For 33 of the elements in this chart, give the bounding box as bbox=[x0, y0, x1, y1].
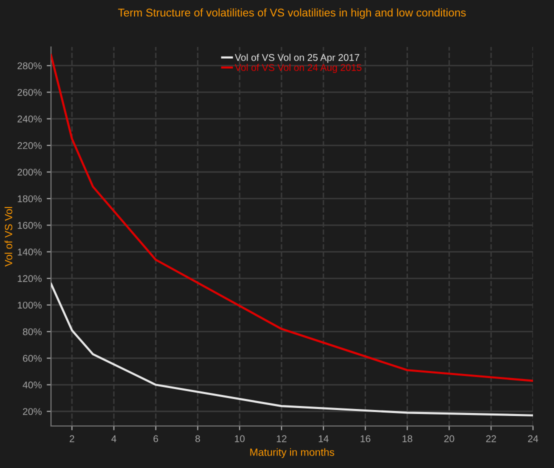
y-tick-label: 160% bbox=[18, 222, 42, 229]
y-tick-label: 240% bbox=[18, 116, 42, 122]
x-tick-label: 22 bbox=[486, 435, 496, 442]
y-tick-label: 20% bbox=[23, 408, 42, 415]
x-tick-label: 16 bbox=[360, 435, 370, 442]
line-series bbox=[51, 54, 533, 382]
y-tick-label: 260% bbox=[18, 88, 42, 96]
x-tick-label: 12 bbox=[276, 435, 286, 442]
legend-label: Vol of VS Vol on 25 Apr 2017 bbox=[234, 54, 360, 63]
x-tick-label: 14 bbox=[318, 435, 329, 442]
y-tick-label: 280% bbox=[18, 62, 42, 70]
y-tick-label: 80% bbox=[22, 328, 42, 336]
y-tick-label: 40% bbox=[22, 382, 42, 388]
x-tick-label: 24 bbox=[528, 435, 538, 442]
x-tick-label: 4 bbox=[111, 435, 116, 442]
y-axis-title: Vol of VS Vol bbox=[4, 207, 12, 267]
x-tick-label: 8 bbox=[195, 435, 200, 442]
chart-title: Term Structure of volatilities of VS volatilities in high and low conditions bbox=[118, 8, 466, 19]
y-tick-label: 220% bbox=[18, 142, 42, 150]
y-tick-label: 140% bbox=[18, 248, 42, 256]
x-tick-label: 20 bbox=[444, 435, 454, 442]
x-tick-label: 6 bbox=[154, 435, 158, 442]
x-axis-title: Maturity in months bbox=[250, 448, 334, 458]
x-tick-label: 2 bbox=[70, 435, 74, 442]
line-series bbox=[51, 282, 533, 416]
legend-label: Vol of VS Vol on 24 Aug 2015 bbox=[234, 64, 362, 73]
x-tick-label: 10 bbox=[234, 435, 245, 442]
y-tick-label: 100% bbox=[18, 302, 42, 309]
y-tick-label: 120% bbox=[18, 275, 42, 282]
y-tick-label: 200% bbox=[18, 168, 42, 176]
y-tick-label: 60% bbox=[23, 354, 42, 362]
x-tick-label: 18 bbox=[402, 435, 412, 442]
y-tick-label: 180% bbox=[18, 195, 42, 202]
